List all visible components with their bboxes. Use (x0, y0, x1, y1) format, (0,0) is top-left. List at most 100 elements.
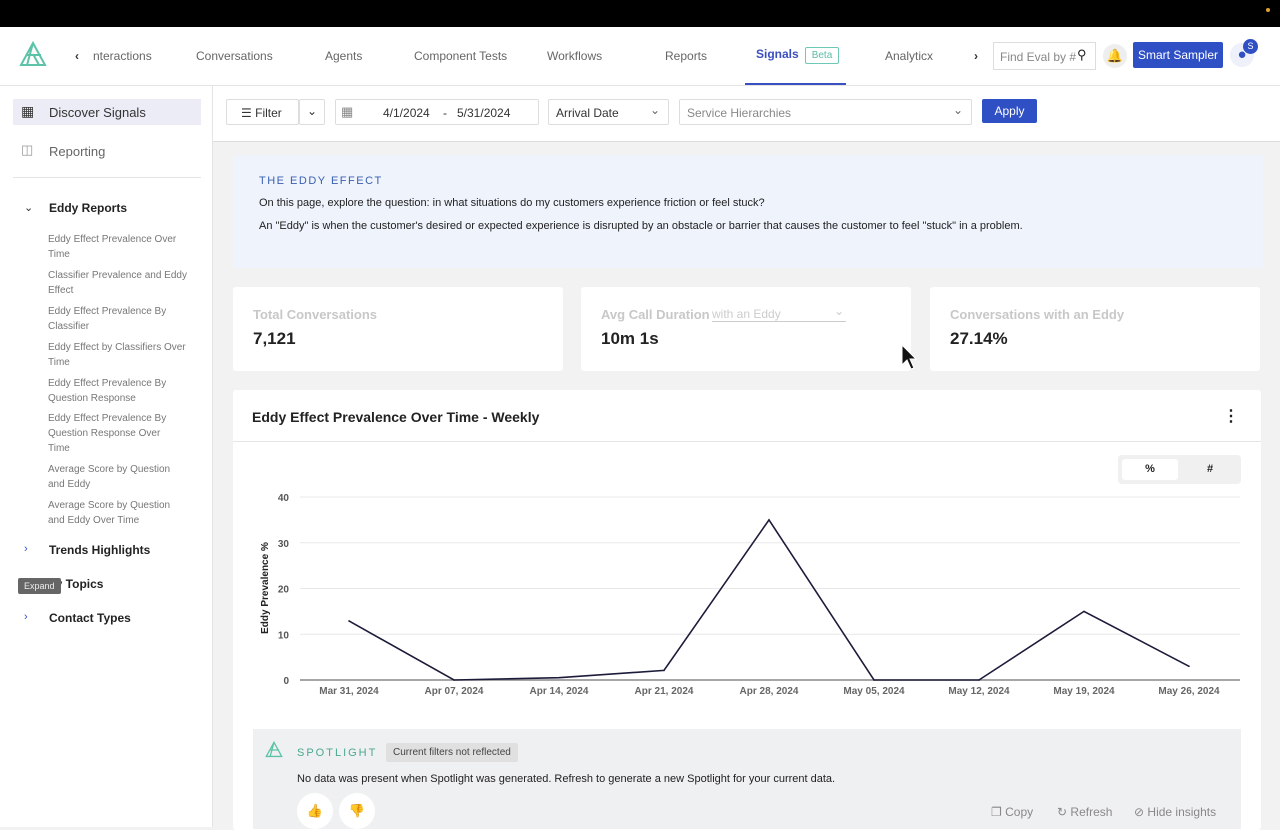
hierarchy-placeholder: Service Hierarchies (687, 106, 792, 120)
date-type-value: Arrival Date (556, 106, 619, 120)
nav-workflows[interactable]: Workflows (547, 49, 603, 63)
thumbs-down-icon[interactable]: 👎 (339, 793, 375, 829)
stat-card-conversations-with-eddy: Conversations with an Eddy 27.14% (930, 287, 1260, 371)
hide-insights-button[interactable]: ⊘ Hide insights (1134, 805, 1216, 819)
x-tick-label: Apr 28, 2024 (740, 686, 799, 697)
eddy-filter-select[interactable]: with an Eddy ⌄ (712, 304, 846, 322)
y-axis-label: Eddy Prevalence % (260, 542, 271, 634)
nav-signals[interactable]: Signals Beta (756, 47, 840, 64)
date-start: 4/1/2024 (383, 106, 430, 120)
toggle-count[interactable]: # (1206, 463, 1214, 475)
nav-conversations[interactable]: Conversations (196, 49, 273, 63)
chevron-right-icon[interactable]: › (24, 611, 28, 623)
divider (13, 177, 201, 178)
y-tick-label: 10 (278, 630, 290, 641)
status-dot (1266, 8, 1270, 12)
refresh-icon: ↻ (1057, 805, 1068, 819)
calendar-icon: ▦ (341, 104, 354, 119)
avatar-initial: S (1243, 39, 1258, 54)
sub-item[interactable]: Eddy Effect Prevalence By Question Respo… (48, 413, 167, 454)
filter-bar: ☰ Filter ⌄ ▦ 4/1/2024 - 5/31/2024 Arriva… (213, 86, 1280, 142)
chevron-down-icon: ⌄ (649, 103, 660, 117)
filter-dropdown-chevron-icon[interactable]: ⌄ (299, 99, 325, 125)
group-trends-highlights[interactable]: Trends Highlights (49, 543, 151, 557)
banner-line-1: On this page, explore the question: in w… (259, 197, 765, 209)
sidebar-item-reporting[interactable]: ◫ Reporting (13, 138, 201, 164)
sub-item[interactable]: Average Score by Question and Eddy Over … (48, 500, 171, 526)
smart-sampler-button[interactable]: Smart Sampler (1133, 42, 1223, 68)
date-separator: - (443, 106, 447, 120)
mouse-cursor-icon (901, 343, 918, 370)
data-point (1188, 665, 1190, 668)
sidebar-label: Reporting (49, 144, 106, 159)
x-tick-label: May 05, 2024 (843, 686, 905, 697)
logo-icon (19, 41, 47, 66)
sub-item[interactable]: Eddy Effect Prevalence Over Time (48, 234, 177, 260)
stat-card-avg-call-duration: Avg Call Duration with an Eddy ⌄ 10m 1s (581, 287, 911, 371)
top-bar (0, 0, 1280, 27)
copy-icon: ❐ (991, 805, 1002, 819)
eval-search-input[interactable]: Find Eval by # (993, 42, 1096, 70)
more-options-icon[interactable]: ⋮ (1223, 408, 1239, 425)
group-contact-types[interactable]: Contact Types (49, 611, 131, 625)
nav-next-icon[interactable]: › (974, 49, 978, 63)
grid-icon: ▦ (21, 103, 35, 119)
chevron-down-icon: ⌄ (952, 103, 963, 117)
banner-title: THE EDDY EFFECT (259, 175, 383, 187)
filter-label: Filter (255, 106, 282, 120)
chevron-down-icon: ⌄ (833, 304, 844, 318)
sub-item[interactable]: Classifier Prevalence and Eddy Effect (48, 270, 187, 296)
y-tick-label: 20 (278, 585, 290, 596)
stat-label: Avg Call Duration (601, 307, 710, 322)
apply-button[interactable]: Apply (982, 99, 1037, 123)
stat-value: 10m 1s (601, 329, 659, 348)
copy-button[interactable]: ❐ Copy (991, 805, 1033, 819)
eye-off-icon: ⊘ (1134, 805, 1145, 819)
nav-interactions[interactable]: nteractions (93, 49, 152, 63)
stat-label: Conversations with an Eddy (950, 307, 1125, 322)
sub-item[interactable]: Eddy Effect Prevalence By Question Respo… (48, 378, 167, 404)
nav-prev-icon[interactable]: ‹ (75, 49, 79, 63)
nav-reports[interactable]: Reports (665, 49, 708, 63)
filters-not-reflected-badge: Current filters not reflected (386, 743, 518, 762)
toggle-percent[interactable]: % (1122, 459, 1178, 480)
sub-item[interactable]: Eddy Effect by Classifiers Over Time (48, 342, 186, 368)
data-point (663, 669, 665, 672)
beta-badge: Beta (804, 47, 840, 64)
sidebar: ▦ Discover Signals ◫ Reporting ⌄ Eddy Repo… (0, 86, 213, 827)
sub-item[interactable]: Average Score by Question and Eddy (48, 464, 171, 490)
data-point (558, 676, 560, 679)
unit-toggle: % # (1118, 455, 1241, 484)
date-type-select[interactable]: Arrival Date ⌄ (548, 99, 669, 125)
nav-component-tests[interactable]: Component Tests (414, 49, 508, 63)
service-hierarchies-select[interactable]: Service Hierarchies ⌄ (679, 99, 972, 125)
sidebar-item-discover-signals[interactable]: ▦ Discover Signals (13, 99, 201, 125)
bell-icon[interactable]: 🔔 (1103, 44, 1127, 68)
chevron-down-icon[interactable]: ⌄ (24, 202, 34, 214)
nav-analyticx[interactable]: Analyticx (885, 49, 934, 63)
group-key-topics[interactable]: ey Topics (49, 577, 104, 591)
spotlight-title: SPOTLIGHT (297, 747, 378, 759)
spotlight-panel: SPOTLIGHT Current filters not reflected … (253, 729, 1241, 829)
x-tick-label: Mar 31, 2024 (319, 686, 379, 697)
spotlight-logo-icon (265, 741, 283, 758)
thumbs-up-icon[interactable]: 👍 (297, 793, 333, 829)
refresh-label: Refresh (1070, 805, 1113, 819)
date-range-picker[interactable]: ▦ 4/1/2024 - 5/31/2024 (335, 99, 539, 125)
data-point (1083, 610, 1085, 613)
chart-icon: ◫ (21, 142, 34, 157)
group-eddy-reports[interactable]: Eddy Reports (49, 201, 128, 215)
sidebar-label: Discover Signals (49, 105, 146, 120)
filter-icon: ☰ (241, 106, 252, 120)
search-icon[interactable]: ⚲ (1077, 47, 1087, 62)
sub-item[interactable]: Eddy Effect Prevalence By Classifier (48, 306, 167, 332)
refresh-button[interactable]: ↻ Refresh (1057, 805, 1112, 819)
select-value: with an Eddy (712, 307, 781, 321)
stat-value: 27.14% (950, 329, 1008, 348)
data-point (453, 679, 455, 681)
nav-agents[interactable]: Agents (325, 49, 363, 63)
stat-card-total-conversations: Total Conversations 7,121 (233, 287, 563, 371)
x-tick-label: Apr 14, 2024 (530, 686, 589, 697)
filter-button[interactable]: ☰ Filter (226, 99, 299, 125)
chevron-right-icon[interactable]: › (24, 543, 28, 555)
